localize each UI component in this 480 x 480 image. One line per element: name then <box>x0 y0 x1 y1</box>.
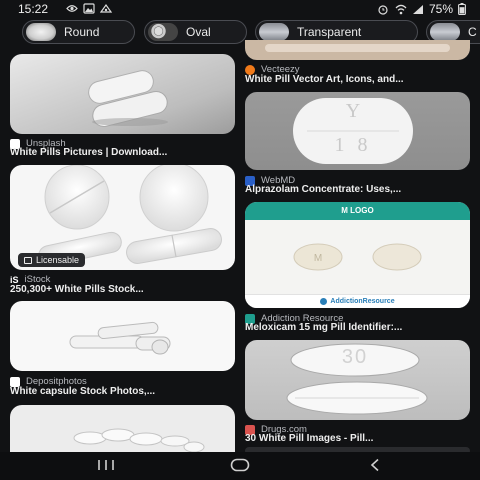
pill-imprint-bottom: 1 8 <box>334 134 372 156</box>
cast-icon <box>100 3 112 13</box>
chip-label: Oval <box>186 25 211 39</box>
chip-label: Transparent <box>297 25 362 39</box>
navigation-bar <box>0 452 480 480</box>
alarm-icon <box>378 4 388 15</box>
result-image-istock[interactable]: Licensable <box>10 165 235 270</box>
battery-icon <box>458 3 466 15</box>
image-icon <box>24 256 32 264</box>
result-image-vecteezy[interactable] <box>245 40 470 60</box>
result-image-webmd[interactable]: Y 1 8 <box>245 92 470 170</box>
gallery-icon <box>83 3 95 14</box>
result-source: Vecteezy <box>245 64 300 75</box>
battery-level: 75% <box>428 2 453 16</box>
addiction-resource-footer: AddictionResource <box>245 294 470 308</box>
source-name: Vecteezy <box>261 64 300 75</box>
result-image-addiction-resource[interactable]: M LOGO M AddictionResource <box>245 202 470 308</box>
status-bar: 15:22 75% <box>0 0 480 18</box>
depositphotos-icon <box>10 376 20 387</box>
badge-label: Licensable <box>36 255 80 265</box>
home-icon[interactable] <box>230 458 250 472</box>
footer-label: AddictionResource <box>330 298 395 305</box>
status-right: 75% <box>376 2 466 16</box>
pill-photo <box>286 343 428 415</box>
result-image-unsplash[interactable] <box>10 54 235 134</box>
chip-round[interactable]: Round <box>22 20 135 44</box>
oval-pill-thumbnail <box>148 23 178 41</box>
pill-shape <box>265 44 450 52</box>
result-image-partial[interactable] <box>245 447 470 455</box>
result-title[interactable]: White capsule Stock Photos,... <box>10 386 156 397</box>
result-title[interactable]: Meloxicam 15 mg Pill Identifier:... <box>245 322 403 333</box>
signal-icon <box>412 4 423 14</box>
pill-photo <box>293 98 413 164</box>
result-title[interactable]: White Pills Pictures | Download... <box>10 147 168 158</box>
result-source: Drugs.com <box>245 424 307 435</box>
status-time: 15:22 <box>18 2 49 16</box>
capsule-photo <box>69 321 171 355</box>
result-title[interactable]: White Pill Vector Art, Icons, and... <box>245 74 404 85</box>
result-source: Unsplash <box>10 138 66 149</box>
back-icon[interactable] <box>368 458 382 472</box>
pill-imprint: 30 <box>341 346 369 368</box>
pill-photo: M <box>293 243 422 271</box>
pill-photo <box>73 428 205 453</box>
svg-text:M: M <box>314 253 322 264</box>
source-name: Addiction Resource <box>261 313 344 324</box>
source-name: WebMD <box>261 175 296 186</box>
logo-icon <box>320 298 328 305</box>
result-source: Addiction Resource <box>245 313 343 324</box>
source-name: Drugs.com <box>261 424 307 435</box>
chip-oval[interactable]: Oval <box>144 20 247 44</box>
transparent-pill-thumbnail <box>259 23 289 41</box>
webmd-icon <box>245 175 255 186</box>
source-name: Depositphotos <box>26 376 87 387</box>
eye-icon <box>66 5 78 12</box>
result-source: Depositphotos <box>10 376 87 387</box>
result-source: iS iStock <box>10 274 50 285</box>
result-image-drugs-com[interactable]: 30 <box>245 340 470 420</box>
wifi-icon <box>395 4 407 14</box>
licensable-badge: Licensable <box>18 253 86 267</box>
result-title[interactable]: 250,300+ White Pills Stock... <box>10 284 144 295</box>
unsplash-icon <box>10 138 20 149</box>
chip-label: Round <box>64 25 100 39</box>
result-image-depositphotos[interactable] <box>10 301 235 371</box>
vecteezy-icon <box>245 64 255 75</box>
result-title[interactable]: Alprazolam Concentrate: Uses,... <box>245 184 402 195</box>
round-pill-thumbnail <box>26 23 56 41</box>
result-title[interactable]: 30 White Pill Images - Pill... <box>245 433 374 444</box>
source-name: Unsplash <box>26 138 66 149</box>
istock-icon: iS <box>10 274 19 285</box>
source-name: iStock <box>24 274 51 285</box>
addiction-resource-icon <box>245 313 255 324</box>
recent-apps-icon[interactable] <box>96 458 116 472</box>
pill-imprint-top: Y <box>345 100 361 122</box>
m-logo-header: M LOGO <box>245 202 470 220</box>
pill-photo <box>38 165 222 267</box>
chip-label: C <box>468 25 477 39</box>
pill-photo <box>88 70 168 128</box>
notification-icons <box>66 3 112 14</box>
pill-thumbnail <box>430 23 460 41</box>
drugs-com-icon <box>245 424 255 435</box>
result-source: WebMD <box>245 175 295 186</box>
